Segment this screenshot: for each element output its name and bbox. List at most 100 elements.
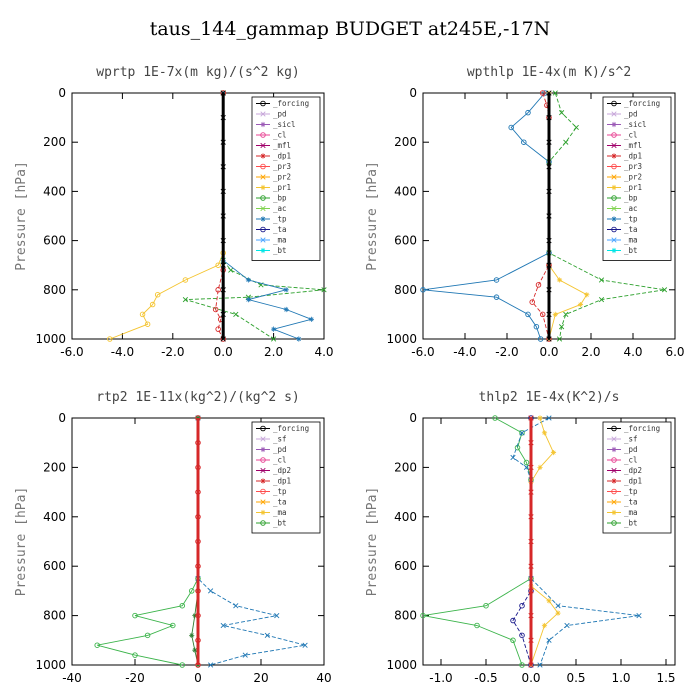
- data-point: [558, 324, 565, 330]
- plot-title: wprtp 1E-7x(m kg)/(s^2 kg): [96, 65, 300, 80]
- data-point: [182, 297, 189, 303]
- data-point: [611, 100, 617, 107]
- data-point: [182, 277, 189, 283]
- data-point: [546, 415, 552, 421]
- data-point: [260, 121, 266, 128]
- data-point: [195, 464, 201, 471]
- plot-panel-4: thlp2 1E-4x(K^2)/s Pressure [hPa] -1.0 -0.5…: [365, 390, 676, 685]
- data-point: [537, 662, 543, 668]
- data-point: [558, 110, 565, 116]
- data-point: [556, 277, 563, 283]
- data-point: [555, 603, 561, 609]
- data-point: [519, 632, 525, 639]
- legend-label: _mfl: [624, 141, 642, 150]
- data-point: [611, 226, 617, 233]
- y-tick-label: 800: [43, 283, 66, 297]
- data-point: [573, 124, 579, 131]
- data-point: [546, 637, 552, 643]
- data-point: [546, 336, 552, 342]
- y-tick-label: 0: [58, 411, 66, 425]
- legend-label: _ac: [624, 204, 638, 213]
- data-point: [611, 163, 617, 170]
- data-point: [260, 509, 266, 516]
- data-point: [260, 436, 266, 442]
- data-point: [611, 195, 617, 201]
- y-axis-label: Pressure [hPa]: [365, 161, 380, 271]
- data-point: [188, 588, 195, 594]
- data-point: [528, 538, 534, 545]
- y-tick-label: 400: [43, 184, 66, 198]
- data-point: [260, 488, 266, 495]
- data-point: [546, 188, 552, 195]
- data-point: [220, 164, 226, 170]
- data-point: [533, 323, 540, 330]
- data-point: [195, 415, 201, 421]
- data-point: [260, 100, 266, 107]
- data-point: [207, 588, 214, 594]
- data-point: [274, 612, 280, 619]
- data-point: [528, 637, 534, 643]
- data-point: [132, 612, 138, 619]
- data-point: [563, 139, 569, 145]
- legend-label: _pd: [624, 445, 638, 454]
- x-tick-label: 4.0: [623, 345, 642, 359]
- data-point: [260, 132, 266, 138]
- data-point: [195, 489, 201, 495]
- data-point: [271, 326, 277, 332]
- data-point: [546, 311, 552, 318]
- data-point: [260, 174, 266, 180]
- data-point: [195, 637, 201, 644]
- data-point: [220, 622, 226, 629]
- legend-label: _pr3: [624, 162, 642, 171]
- data-point: [195, 514, 201, 520]
- series-line: [512, 417, 640, 666]
- data-point: [598, 297, 605, 303]
- data-point: [519, 430, 525, 436]
- x-tick-label: -0.5: [474, 671, 497, 685]
- y-tick-label: 600: [394, 559, 417, 573]
- x-tick-label: 0.0: [521, 671, 540, 685]
- data-point: [260, 163, 266, 170]
- data-point: [220, 262, 226, 268]
- data-point: [556, 336, 563, 342]
- data-point: [139, 311, 146, 318]
- plot-panel-1: wprtp 1E-7x(m kg)/(s^2 kg) Pressure [hPa]…: [14, 65, 334, 359]
- data-point: [220, 237, 226, 244]
- legend-label: _pr1: [273, 183, 291, 192]
- legend-label: _sf: [273, 435, 287, 444]
- legend-label: _bt: [624, 246, 638, 255]
- data-point: [195, 662, 201, 668]
- y-tick-label: 800: [394, 609, 417, 623]
- data-point: [302, 642, 308, 648]
- y-tick-label: 600: [43, 234, 66, 248]
- data-point: [611, 132, 617, 138]
- data-point: [546, 164, 552, 170]
- data-point: [541, 430, 548, 436]
- data-point: [260, 195, 266, 201]
- legend-label: _pd: [273, 445, 287, 454]
- data-point: [546, 139, 552, 145]
- plot-title: wpthlp 1E-4x(m K)/s^2: [467, 65, 631, 80]
- y-tick-label: 200: [43, 460, 66, 474]
- legend-label: _pr2: [624, 173, 642, 182]
- data-point: [260, 142, 266, 149]
- data-point: [523, 459, 530, 466]
- data-point: [220, 311, 226, 318]
- data-point: [260, 446, 266, 453]
- x-tick-label: 0.0: [539, 345, 558, 359]
- data-point: [528, 415, 534, 421]
- legend-label: _cl: [273, 131, 287, 140]
- data-point: [94, 642, 100, 648]
- data-point: [528, 588, 534, 594]
- data-point: [215, 326, 221, 332]
- y-tick-label: 0: [409, 86, 417, 100]
- y-tick-label: 1000: [386, 658, 417, 672]
- data-point: [523, 464, 530, 471]
- data-point: [611, 467, 617, 474]
- x-tick-label: -4.0: [453, 345, 476, 359]
- legend-label: _ta: [273, 225, 287, 234]
- data-point: [525, 109, 531, 116]
- legend-label: _ma: [273, 508, 287, 517]
- legend-label: _pd: [273, 110, 287, 119]
- x-tick-label: 20: [253, 671, 268, 685]
